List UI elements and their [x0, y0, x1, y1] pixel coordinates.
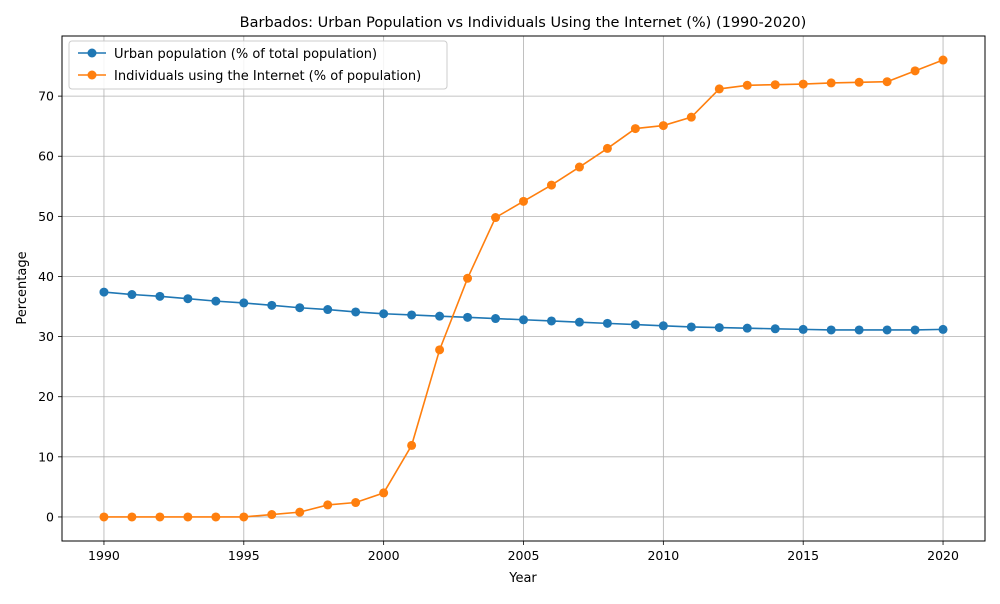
data-point: [463, 273, 473, 283]
data-point: [630, 320, 640, 330]
data-point: [938, 324, 948, 334]
data-point: [211, 512, 221, 522]
x-tick-label: 1990: [88, 548, 120, 563]
data-point: [742, 323, 752, 333]
legend-label-internet: Individuals using the Internet (% of pop…: [114, 69, 421, 84]
data-point: [770, 80, 780, 90]
data-point: [127, 512, 137, 522]
data-point: [267, 300, 277, 310]
data-point: [546, 180, 556, 190]
data-point: [826, 325, 836, 335]
data-point: [826, 78, 836, 88]
data-point: [295, 303, 305, 313]
data-point: [379, 488, 389, 498]
data-point: [910, 325, 920, 335]
series-1: [99, 55, 948, 522]
x-tick-label: 2005: [508, 548, 540, 563]
data-point: [155, 512, 165, 522]
legend-label-urban: Urban population (% of total population): [114, 47, 377, 62]
data-point: [630, 124, 640, 134]
y-tick-label: 30: [38, 329, 54, 344]
data-point: [295, 507, 305, 517]
data-point: [183, 512, 193, 522]
y-axis-label: Percentage: [15, 251, 30, 324]
data-point: [379, 309, 389, 319]
y-tick-label: 10: [38, 449, 54, 464]
legend-marker-urban: [87, 48, 97, 58]
data-point: [267, 510, 277, 520]
data-point: [658, 121, 668, 131]
x-axis-label: Year: [508, 571, 537, 586]
y-tick-label: 50: [38, 209, 54, 224]
data-point: [798, 79, 808, 89]
grid: [62, 36, 985, 541]
data-point: [519, 315, 528, 325]
legend-marker-internet: [87, 70, 97, 80]
legend-box: [68, 40, 448, 90]
data-point: [491, 314, 501, 324]
data-point: [183, 294, 193, 304]
data-point: [854, 325, 864, 335]
x-tick-label: 2010: [647, 548, 679, 563]
data-point: [714, 84, 724, 94]
data-point: [463, 312, 473, 322]
data-point: [127, 290, 137, 300]
data-point: [686, 112, 696, 122]
data-point: [323, 305, 333, 315]
data-point: [798, 324, 808, 334]
data-point: [546, 316, 556, 326]
y-tick-label: 70: [38, 89, 54, 104]
series-layer: [99, 55, 948, 522]
data-point: [854, 77, 864, 87]
data-point: [742, 80, 752, 90]
legend: Urban population (% of total population)…: [68, 40, 448, 90]
data-point: [882, 77, 892, 87]
data-point: [574, 317, 584, 327]
data-point: [574, 162, 584, 172]
y-tick-label: 0: [46, 509, 54, 524]
axis-ticks: 1990 1995 2000 2005 2010 2015 2020 0 10 20 30 40 50 6…: [38, 89, 959, 563]
data-point: [323, 500, 333, 510]
data-point: [770, 324, 780, 334]
x-tick-label: 2000: [368, 548, 400, 563]
data-point: [658, 321, 668, 331]
data-point: [155, 291, 165, 301]
data-point: [714, 323, 724, 333]
x-tick-label: 2015: [787, 548, 819, 563]
data-point: [435, 311, 445, 321]
x-tick-label: 1995: [228, 548, 260, 563]
data-point: [351, 307, 361, 317]
data-point: [602, 318, 612, 328]
data-point: [686, 322, 696, 332]
data-point: [351, 498, 361, 508]
data-point: [910, 66, 920, 76]
data-point: [882, 325, 892, 335]
data-point: [211, 296, 221, 306]
data-point: [491, 213, 501, 223]
data-point: [407, 310, 417, 320]
data-point: [602, 143, 612, 153]
data-point: [99, 287, 109, 297]
data-point: [938, 55, 948, 65]
data-point: [435, 345, 445, 355]
y-tick-label: 60: [38, 149, 54, 164]
data-point: [99, 512, 109, 522]
data-point: [407, 440, 417, 450]
data-point: [239, 298, 249, 308]
chart-title: Barbados: Urban Population vs Individual…: [240, 15, 807, 31]
data-point: [519, 196, 528, 206]
x-tick-label: 2020: [927, 548, 959, 563]
y-tick-label: 20: [38, 389, 54, 404]
y-tick-label: 40: [38, 269, 54, 284]
series-0: [99, 287, 948, 335]
data-point: [239, 512, 249, 522]
